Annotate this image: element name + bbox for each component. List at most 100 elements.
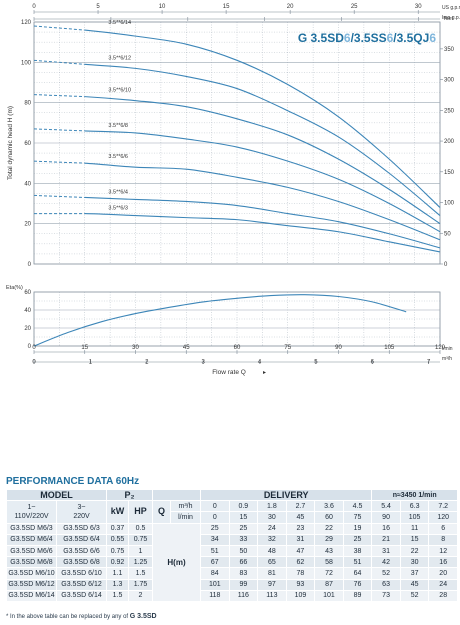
- head-value: 99: [228, 578, 259, 591]
- head-value: 24: [428, 578, 458, 591]
- performance-table: MODEL P₂ DELIVERY n≈3450 1/min 1~ 110V/2…: [6, 488, 458, 602]
- efficiency-curve: [33, 294, 407, 347]
- power-kw: 0.55: [106, 533, 129, 546]
- head-value: 101: [314, 589, 344, 602]
- q-lmin-cell: 105: [399, 511, 430, 524]
- chart-title-part: 6: [429, 31, 436, 45]
- three-phase-header: 3~ 220V: [56, 500, 107, 524]
- head-value: 23: [285, 522, 316, 535]
- model-three-phase: G3.5SD 6/10: [56, 567, 107, 580]
- head-value: 63: [371, 578, 401, 591]
- q-lmin-cell: 30: [257, 511, 287, 524]
- head-value: 25: [200, 522, 230, 535]
- head-value: 73: [371, 589, 401, 602]
- lmin-unit-label: l/min: [442, 346, 453, 352]
- head-y-tick: 120: [21, 20, 32, 26]
- head-value: 118: [200, 589, 230, 602]
- m3h-tick: 1: [89, 360, 93, 366]
- head-curve: [84, 162, 441, 241]
- kw-header: kW: [106, 500, 129, 524]
- head-value: 29: [314, 533, 344, 546]
- head-y-tick: 80: [24, 101, 31, 107]
- power-kw: 1.5: [106, 589, 129, 602]
- us-gpm-tick: 15: [223, 4, 230, 10]
- head-value: 22: [314, 522, 344, 535]
- lmin-tick: 105: [384, 345, 395, 351]
- head-value: 72: [314, 567, 344, 580]
- m3h-tick: 5: [314, 360, 318, 366]
- table-row: G3.5SD M6/4 G3.5SD 6/4 0.55 0.75 34 33 32 31 29 2…: [6, 533, 458, 546]
- model-single-phase: G3.5SD M6/8: [6, 556, 57, 569]
- table-row: G3.5SD M6/3 G3.5SD 6/3 0.37 0.5 H(m) 25 25 24 23…: [6, 522, 458, 602]
- head-curve-label: 3.5**6/6: [108, 154, 128, 160]
- head-curve: [84, 96, 441, 225]
- feet-y-tick: 100: [444, 201, 455, 207]
- head-value: 25: [342, 533, 373, 546]
- lmin-tick: 60: [234, 345, 241, 351]
- head-y-tick: 20: [24, 222, 31, 228]
- head-value: 43: [314, 544, 344, 558]
- head-value: 19: [342, 522, 373, 535]
- lmin-tick: 90: [335, 345, 342, 351]
- chart-title-part: 6: [387, 31, 394, 45]
- head-curve-dashed: [33, 160, 85, 164]
- feet-y-tick: 300: [444, 78, 455, 84]
- model-single-phase: G3.5SD M6/4: [6, 533, 57, 546]
- head-curve-label: 3.5**6/10: [108, 88, 131, 94]
- head-value: 50: [228, 544, 259, 558]
- head-value: 83: [228, 567, 259, 580]
- q-lmin-cell: 0: [200, 511, 230, 524]
- head-value: 34: [200, 533, 230, 546]
- head-value: 16: [428, 556, 458, 569]
- head-value: 6: [428, 522, 458, 535]
- table-footnote: * In the above table can be replaced by …: [6, 613, 157, 620]
- model-single-phase: G3.5SD M6/14: [6, 589, 57, 602]
- model-header: MODEL: [6, 488, 107, 502]
- performance-chart: 020406080100120050100150200250300350feet…: [6, 4, 460, 376]
- head-value: 42: [371, 556, 401, 569]
- head-value: 15: [399, 533, 430, 546]
- lmin-tick: 45: [183, 345, 190, 351]
- power-kw: 0.92: [106, 556, 129, 569]
- power-kw: 1.1: [106, 567, 129, 580]
- head-value: 47: [285, 544, 316, 558]
- chart-title-part: /3.5SS: [351, 31, 387, 45]
- head-value: 21: [371, 533, 401, 546]
- q-lmin-cell: 45: [285, 511, 316, 524]
- head-value: 109: [285, 589, 316, 602]
- chart-title-part: 6: [344, 31, 351, 45]
- head-value: 31: [285, 533, 316, 546]
- lmin-tick: 120: [435, 345, 446, 351]
- head-value: 62: [285, 556, 316, 569]
- head-curve-label: 3.5**6/4: [108, 189, 128, 195]
- model-three-phase: G3.5SD 6/8: [56, 556, 107, 569]
- eff-y-tick: 20: [24, 326, 31, 332]
- feet-y-tick: 250: [444, 108, 455, 114]
- head-value: 76: [342, 578, 373, 591]
- head-value: 30: [399, 556, 430, 569]
- q-lmin-cell: 120: [428, 511, 458, 524]
- head-value: 93: [285, 578, 316, 591]
- lmin-tick: 0: [32, 345, 36, 351]
- head-value: 22: [399, 544, 430, 558]
- q-m3h-cell: 0: [200, 500, 230, 513]
- head-value: 87: [314, 578, 344, 591]
- performance-table-title: PERFORMANCE DATA 60Hz: [6, 476, 140, 487]
- head-curve-label: 3.5**6/14: [108, 20, 131, 26]
- head-curve: [84, 196, 441, 249]
- footnote-model: G 3.5SD: [129, 613, 157, 620]
- m3h-tick: 7: [427, 360, 431, 366]
- power-kw: 1.3: [106, 578, 129, 591]
- head-value: 28: [428, 589, 458, 602]
- model-single-phase: G3.5SD M6/12: [6, 578, 57, 591]
- head-value: 24: [257, 522, 287, 535]
- head-value: 32: [257, 533, 287, 546]
- lmin-tick: 15: [81, 345, 88, 351]
- model-single-phase: G3.5SD M6/6: [6, 544, 57, 558]
- head-curve: [84, 213, 441, 253]
- q-lmin-cell: 15: [228, 511, 259, 524]
- imp-gpm-label: Imp g.p.m: [442, 15, 460, 21]
- head-value: 45: [399, 578, 430, 591]
- chart-title: G 3.5SD6/3.5SS6/3.5QJ6: [298, 31, 436, 45]
- head-value: 12: [428, 544, 458, 558]
